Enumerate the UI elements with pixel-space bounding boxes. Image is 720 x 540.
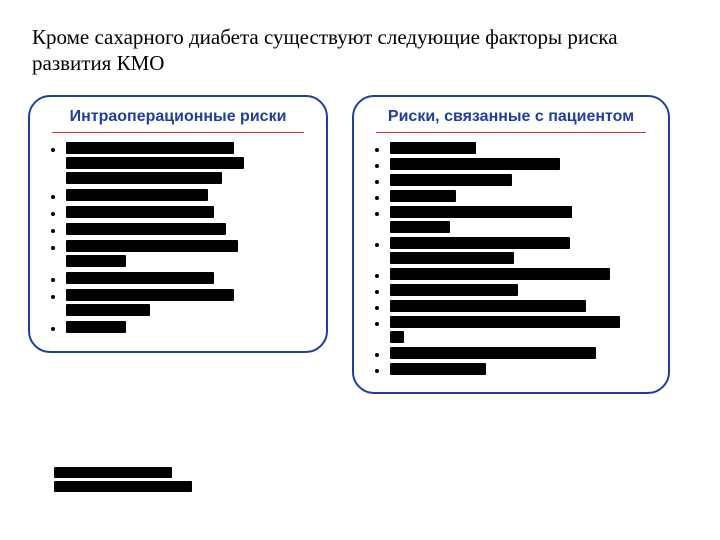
panel-intraoperative-risks: Интраоперационные риски (28, 95, 328, 353)
redaction-bar (390, 284, 518, 296)
panel-patient-risks: Риски, связанные с пациентом (352, 95, 670, 394)
redaction-bar (390, 206, 572, 218)
redaction-group (390, 142, 654, 154)
redaction-bar (390, 190, 456, 202)
list-item (66, 320, 312, 333)
redaction-group (66, 206, 312, 218)
list-item (390, 173, 654, 186)
redaction-bar (66, 142, 234, 154)
redaction-bar (66, 272, 214, 284)
redaction-bar (390, 158, 560, 170)
redaction-bar (66, 206, 214, 218)
panel-divider-left (52, 132, 304, 133)
redaction-group (66, 289, 312, 316)
redaction-bar (390, 316, 620, 328)
redaction-bar (66, 157, 244, 169)
redaction-bar (390, 252, 514, 264)
list-item (390, 299, 654, 312)
list-item (390, 362, 654, 375)
redaction-group (390, 268, 654, 280)
slide-title: Кроме сахарного диабета существуют следу… (32, 24, 692, 77)
redaction-group (66, 321, 312, 333)
list-item (390, 346, 654, 359)
list-item (66, 271, 312, 284)
redaction-group (390, 174, 654, 186)
risk-list-left (44, 141, 312, 333)
redaction-group (66, 240, 312, 267)
risk-list-right (368, 141, 654, 375)
redaction-bar (54, 481, 192, 492)
redaction-bar (66, 189, 208, 201)
redaction-bar (66, 321, 126, 333)
redaction-bar (390, 268, 610, 280)
redaction-group (390, 363, 654, 375)
redaction-group (66, 142, 312, 184)
redaction-group (390, 190, 654, 202)
redaction-bar (66, 304, 150, 316)
redaction-group (66, 272, 312, 284)
redaction-group (66, 189, 312, 201)
panel-heading-right: Риски, связанные с пациентом (368, 107, 654, 126)
footnote-redacted (54, 467, 192, 492)
redaction-group (390, 300, 654, 312)
redaction-bar (390, 237, 570, 249)
columns: Интраоперационные риски Риски, связанные… (28, 95, 692, 394)
list-item (66, 288, 312, 316)
list-item (390, 189, 654, 202)
list-item (390, 157, 654, 170)
redaction-group (390, 284, 654, 296)
redaction-bar (390, 300, 586, 312)
redaction-group (390, 158, 654, 170)
redaction-group (390, 347, 654, 359)
panel-divider-right (376, 132, 646, 133)
list-item (390, 267, 654, 280)
redaction-group (390, 206, 654, 233)
list-item (66, 188, 312, 201)
redaction-bar (390, 331, 404, 343)
redaction-bar (66, 240, 238, 252)
redaction-group (390, 316, 654, 343)
redaction-bar (66, 255, 126, 267)
redaction-group (390, 237, 654, 264)
list-item (66, 222, 312, 235)
list-item (390, 315, 654, 343)
redaction-group (66, 223, 312, 235)
redaction-bar (66, 172, 222, 184)
list-item (66, 205, 312, 218)
redaction-bar (54, 467, 172, 478)
list-item (66, 141, 312, 184)
redaction-bar (390, 221, 450, 233)
redaction-bar (390, 174, 512, 186)
redaction-bar (390, 142, 476, 154)
redaction-bar (66, 223, 226, 235)
list-item (390, 205, 654, 233)
redaction-bar (390, 363, 486, 375)
list-item (390, 283, 654, 296)
panel-heading-left: Интраоперационные риски (44, 107, 312, 126)
redaction-bar (390, 347, 596, 359)
slide: Кроме сахарного диабета существуют следу… (0, 0, 720, 540)
list-item (66, 239, 312, 267)
list-item (390, 236, 654, 264)
redaction-bar (66, 289, 234, 301)
list-item (390, 141, 654, 154)
